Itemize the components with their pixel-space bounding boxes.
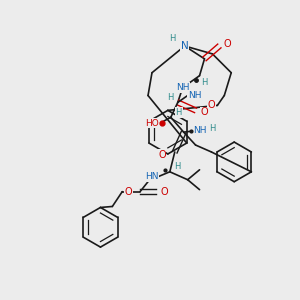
Text: O: O: [124, 187, 132, 196]
Text: NH: NH: [188, 91, 201, 100]
Text: O: O: [208, 100, 215, 110]
Text: O: O: [158, 150, 166, 160]
Text: O: O: [160, 187, 168, 196]
Text: HO: HO: [145, 119, 159, 128]
Text: H: H: [201, 78, 208, 87]
Text: NH: NH: [176, 83, 189, 92]
Text: H: H: [169, 34, 176, 43]
Text: H: H: [175, 162, 181, 171]
Text: NH: NH: [193, 126, 206, 135]
Text: O: O: [224, 39, 231, 49]
Text: H: H: [209, 124, 216, 133]
Text: H: H: [176, 108, 182, 117]
Text: HN: HN: [145, 172, 159, 181]
Text: N: N: [181, 41, 189, 51]
Text: H: H: [167, 93, 173, 102]
Text: O: O: [201, 107, 208, 117]
